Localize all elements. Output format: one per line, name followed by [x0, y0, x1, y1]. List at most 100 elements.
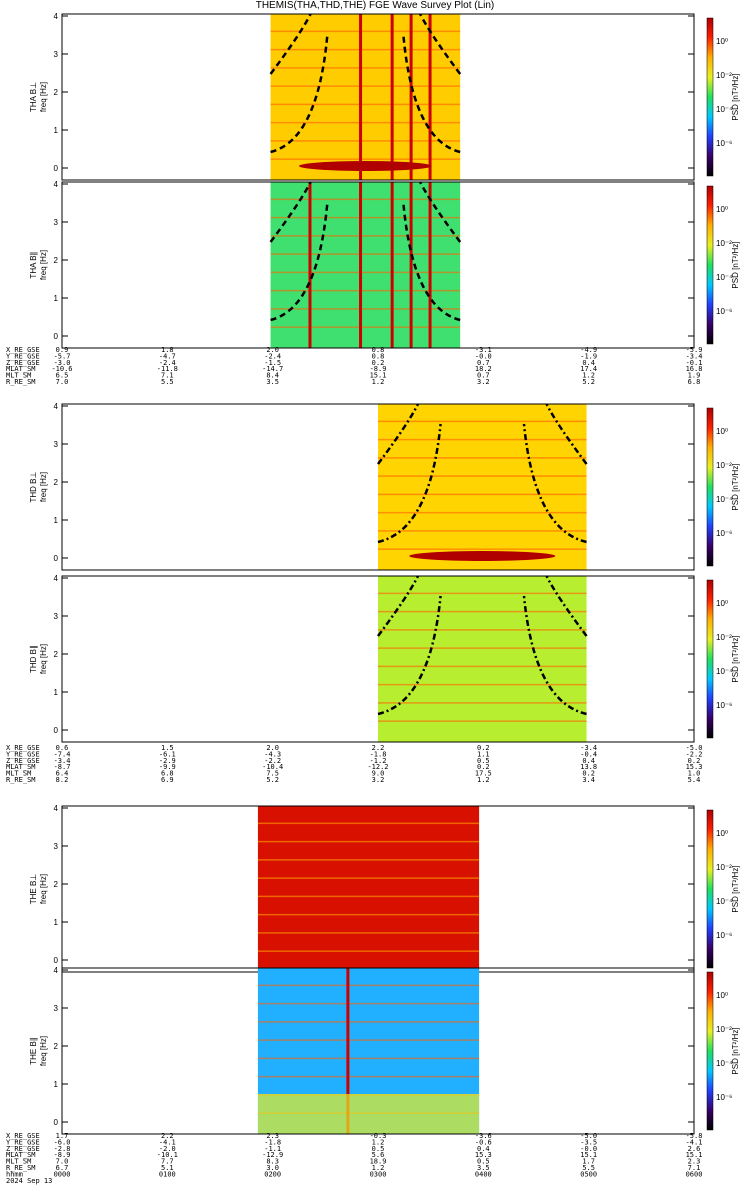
- spectral-stripe: [270, 30, 461, 33]
- ephemeris-value: 2.2: [161, 1132, 174, 1140]
- y-tick-label: 1: [54, 918, 59, 927]
- y-tick-label: 4: [54, 12, 59, 21]
- spectral-stripe: [257, 895, 480, 898]
- y-tick-label: 4: [54, 804, 59, 813]
- low-freq-band: [257, 1094, 480, 1134]
- spectral-stripe: [257, 877, 480, 879]
- ephemeris-value: 16.8: [686, 365, 703, 373]
- ephemeris-value: -2.4: [264, 352, 281, 360]
- ephemeris-value: 15.3: [686, 763, 703, 771]
- colorbar-label: PSD [nT²/Hz]: [731, 241, 740, 288]
- ephemeris-value: 17.5: [475, 770, 492, 778]
- colorbar: [706, 809, 714, 969]
- ephemeris-value: 8.2: [56, 776, 69, 784]
- cyclotron-curve: [522, 423, 587, 544]
- spectral-stripe: [378, 665, 587, 668]
- spectral-stripe: [378, 493, 587, 496]
- colorbar-tick-label: 10⁰: [716, 991, 728, 1000]
- ephemeris-value: 0.5: [372, 1145, 385, 1153]
- ephemeris-label: R_RE_SM: [6, 1164, 36, 1172]
- ephemeris-value: -4.3: [264, 750, 281, 758]
- ephemeris-value: 1.2: [582, 372, 595, 380]
- colorbar-tick-label: 10⁻⁶: [716, 931, 732, 940]
- ephemeris-value: -5.0: [686, 744, 703, 752]
- y-tick-label: 2: [54, 880, 59, 889]
- ephemeris-value: -10.1: [157, 1151, 178, 1159]
- ephemeris-value: -14.7: [262, 365, 283, 373]
- ephemeris-value: -4.7: [159, 352, 176, 360]
- colorbar-tick-label: 10⁻⁴: [716, 1059, 733, 1068]
- ephemeris-value: -5.7: [54, 352, 71, 360]
- spectral-stripe: [378, 629, 587, 631]
- ephemeris-value: -3.6: [475, 1132, 492, 1140]
- ephemeris-label: Y_RE_GSE: [6, 1138, 40, 1146]
- spectral-stripe: [270, 158, 461, 160]
- spectral-stripe: [257, 950, 480, 952]
- ephemeris-value: 0100: [159, 1170, 176, 1178]
- ephemeris-label: MLAT_SM: [6, 763, 36, 771]
- spectral-line: [346, 968, 350, 1134]
- ephemeris-value: -12.2: [367, 763, 388, 771]
- y-tick-label: 2: [54, 256, 59, 265]
- ephemeris-value: 5.5: [582, 1164, 595, 1172]
- cyclotron-curve: [270, 201, 329, 322]
- y-tick-label: 2: [54, 478, 59, 487]
- ephemeris-value: -3.5: [580, 1138, 597, 1146]
- y-tick-label: 3: [54, 842, 59, 851]
- ephemeris-value: 2.3: [266, 1132, 279, 1140]
- ephemeris-label: Z_RE_GSE: [6, 359, 40, 367]
- ephemeris-value: -10.4: [262, 763, 283, 771]
- ephemeris-value: 0.5: [477, 757, 490, 765]
- ephemeris-value: 0200: [264, 1170, 281, 1178]
- panel-frame: [61, 403, 695, 571]
- ephemeris-value: 1.1: [477, 750, 490, 758]
- ephemeris-value: 1.2: [477, 776, 490, 784]
- colorbar-tick-label: 10⁻⁴: [716, 495, 733, 504]
- low-freq-band: [409, 551, 556, 561]
- spectral-stripe: [257, 1057, 480, 1060]
- spectrogram-data: [378, 404, 587, 570]
- colorbar-tick-label: 10⁰: [716, 205, 728, 214]
- ephemeris-value: -1.5: [264, 359, 281, 367]
- spectral-line: [428, 182, 432, 348]
- colorbar-tick-label: 10⁻⁶: [716, 307, 732, 316]
- spectral-stripe: [378, 511, 587, 514]
- spectral-line: [428, 14, 432, 180]
- spectral-stripe: [378, 702, 587, 704]
- spectral-stripe: [378, 720, 587, 722]
- freq-axis-label: freq [Hz]: [39, 1036, 48, 1066]
- ephemeris-value: 0.5: [477, 1158, 490, 1166]
- spectral-stripe: [270, 326, 461, 328]
- colorbar-tick-label: 10⁻⁴: [716, 897, 733, 906]
- colorbar: [706, 407, 714, 567]
- ephemeris-value: -2.2: [686, 750, 703, 758]
- ephemeris-value: 5.6: [372, 1151, 385, 1159]
- cyclotron-curve: [545, 403, 588, 465]
- panel-name: THD B∥: [29, 645, 38, 673]
- ephemeris-value: 0.9: [56, 346, 69, 354]
- panel-name: THE B⊥: [29, 874, 38, 905]
- colorbar-tick-label: 10⁻⁶: [716, 139, 732, 148]
- low-freq-band: [299, 161, 432, 171]
- ephemeris-value: 0.7: [477, 359, 490, 367]
- ephemeris-value: 0.7: [477, 372, 490, 380]
- ephemeris-value: -1.1: [264, 1145, 281, 1153]
- ephemeris-value: 0.8: [372, 352, 385, 360]
- ephemeris-value: -0.0: [475, 352, 492, 360]
- cyclotron-curve: [376, 403, 420, 465]
- ephemeris-value: 1.7: [56, 1132, 69, 1140]
- ephemeris-value: -8.9: [370, 365, 387, 373]
- spectral-stripe: [378, 592, 587, 595]
- ephemeris-value: -9.9: [159, 763, 176, 771]
- ephemeris-value: 5.1: [161, 1164, 174, 1172]
- cyclotron-curve: [419, 13, 462, 75]
- ephemeris-value: 2.6: [688, 1145, 701, 1153]
- y-tick-label: 0: [54, 1118, 59, 1127]
- y-tick-label: 0: [54, 332, 59, 341]
- spectrogram-data: [270, 14, 461, 180]
- ephemeris-value: 3.2: [477, 378, 490, 386]
- ephemeris-value: 0.4: [477, 1145, 490, 1153]
- spectral-line: [409, 14, 413, 180]
- ephemeris-value: 7.0: [56, 1158, 69, 1166]
- ephemeris-value: 0.2: [688, 757, 701, 765]
